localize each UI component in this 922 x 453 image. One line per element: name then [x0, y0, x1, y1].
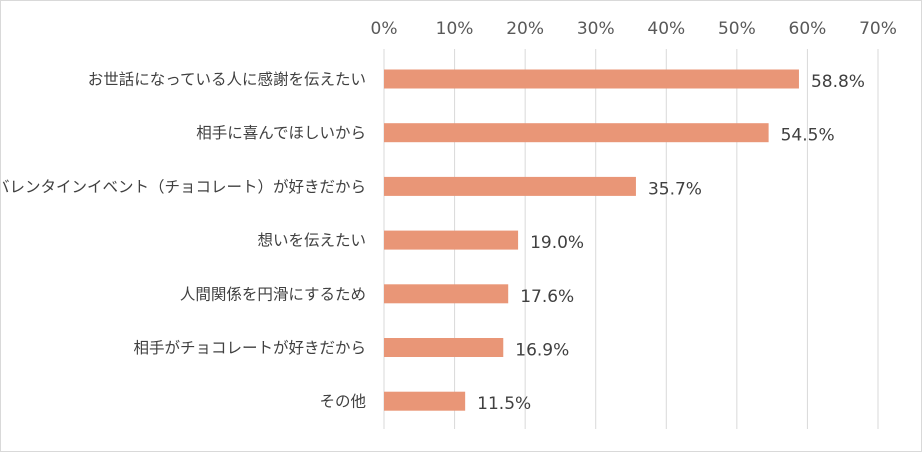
category-label: お世話になっている人に感謝を伝えたい	[88, 71, 366, 89]
x-tick-label: 60%	[789, 19, 827, 39]
category-label: 想いを伝えたい	[257, 232, 366, 250]
data-label: 35.7%	[648, 179, 702, 199]
data-label: 16.9%	[515, 341, 569, 361]
x-tick-label: 70%	[859, 19, 897, 39]
data-label: 54.5%	[781, 126, 835, 146]
x-tick-label: 10%	[436, 19, 474, 39]
data-label: 19.0%	[530, 233, 584, 253]
bar	[384, 123, 769, 143]
x-tick-label: 0%	[371, 19, 398, 39]
bar	[384, 391, 466, 411]
data-label: 17.6%	[520, 287, 574, 307]
category-label: バレンタインイベント（チョコレート）が好きだから	[1, 178, 366, 196]
x-tick-label: 30%	[577, 19, 615, 39]
category-label: 人間関係を円滑にするため	[180, 285, 366, 303]
x-tick-label: 20%	[506, 19, 544, 39]
bar	[384, 176, 636, 196]
bar	[384, 69, 799, 89]
category-label: 相手に喜んでほしいから	[196, 124, 366, 142]
x-tick-label: 50%	[718, 19, 756, 39]
data-label: 58.8%	[811, 72, 865, 92]
bar	[384, 338, 504, 357]
bar	[384, 284, 509, 304]
category-label: 相手がチョコレートが好きだから	[133, 339, 366, 357]
x-tick-label: 40%	[647, 19, 685, 39]
bar	[384, 230, 519, 250]
category-label: その他	[319, 393, 366, 411]
data-label: 11.5%	[477, 394, 531, 414]
